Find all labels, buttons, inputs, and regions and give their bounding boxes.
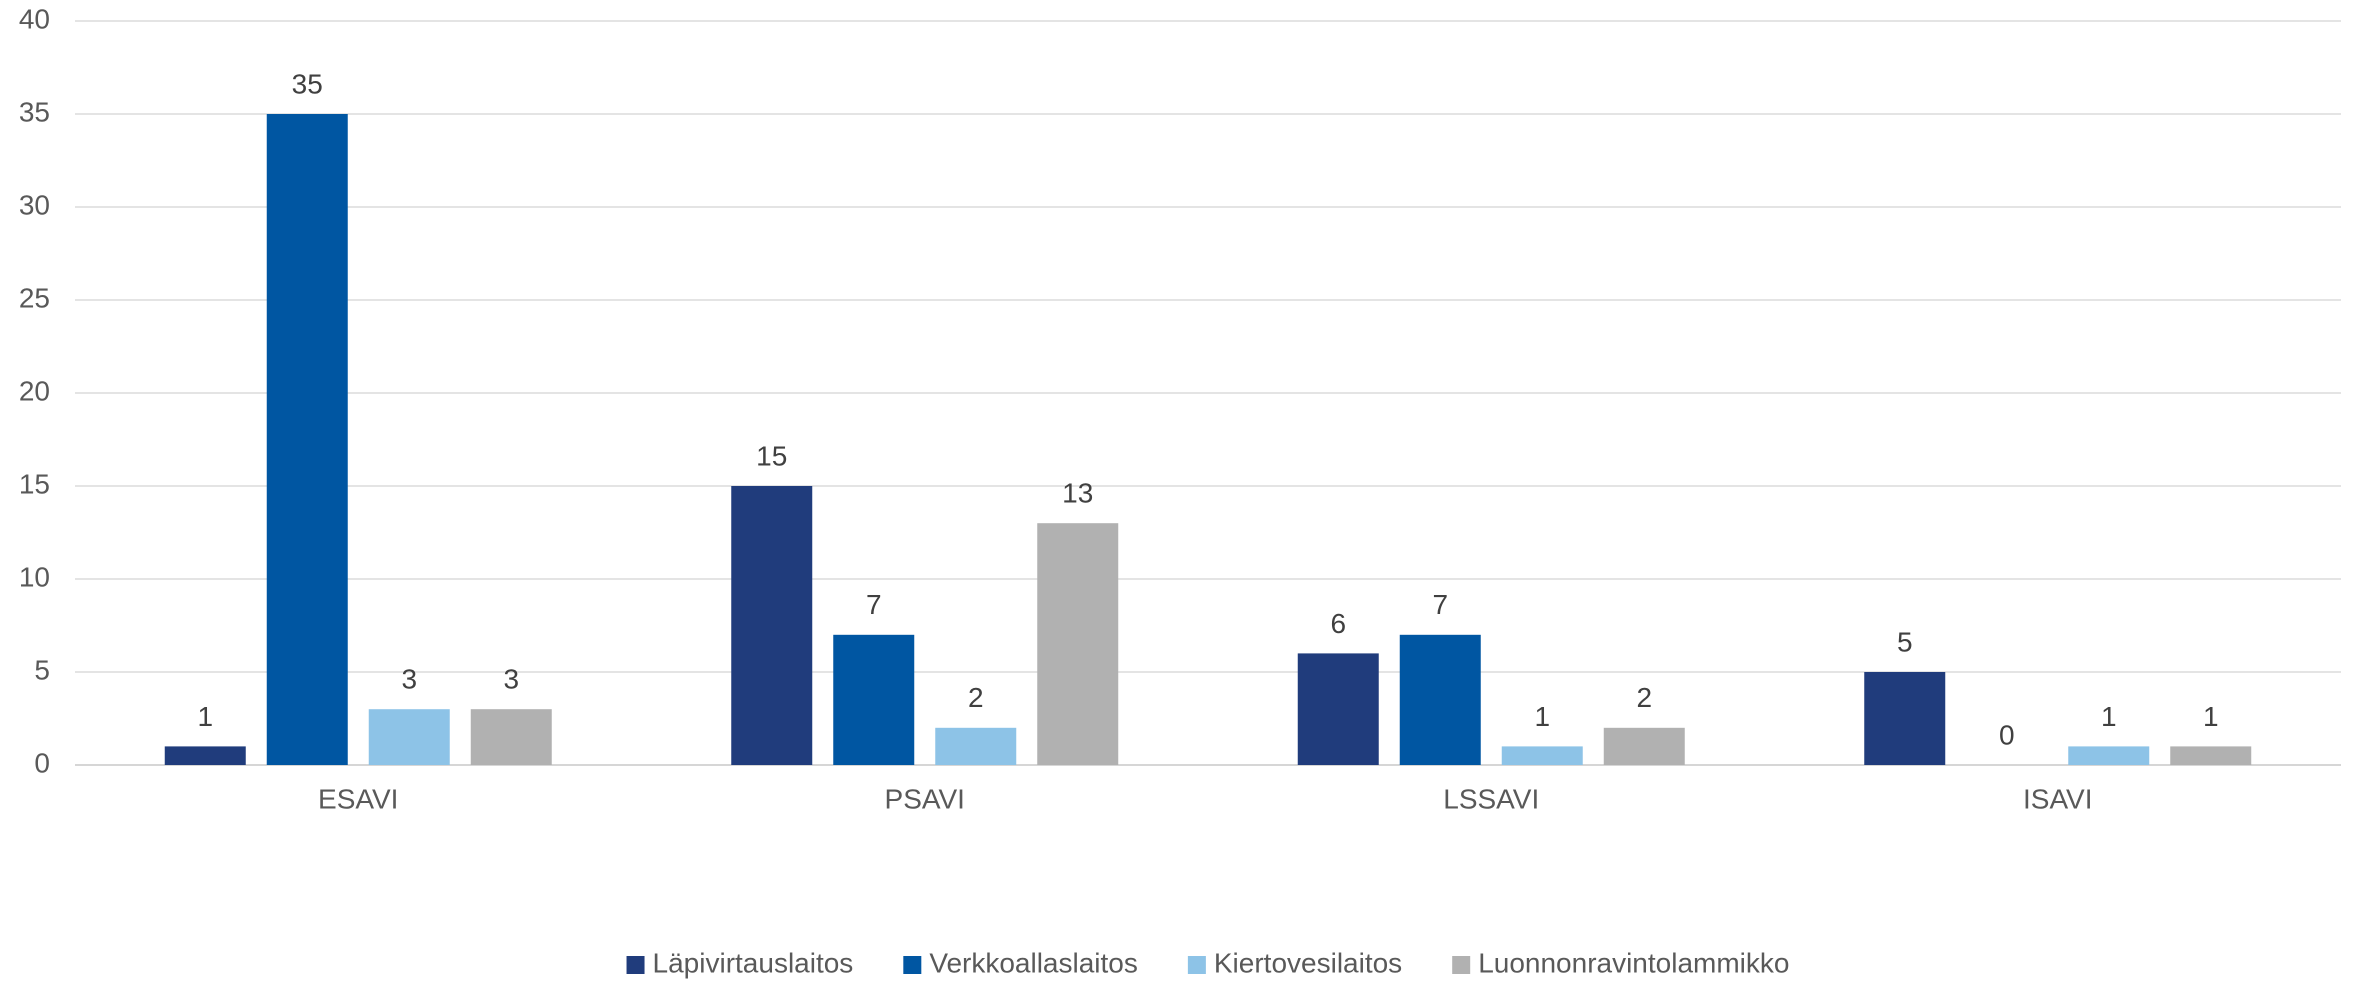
legend-swatch <box>626 956 645 974</box>
y-tick-label: 5 <box>34 654 50 685</box>
legend-swatch <box>1187 956 1206 974</box>
data-label: 7 <box>866 589 882 620</box>
legend-label: Läpivirtauslaitos <box>653 947 854 978</box>
data-label: 0 <box>1999 719 2015 750</box>
bar <box>1501 746 1583 765</box>
y-tick-label: 30 <box>19 189 50 220</box>
bar <box>935 727 1017 765</box>
bar <box>368 709 450 765</box>
x-tick-label: LSSAVI <box>1443 783 1539 814</box>
legend-swatch <box>903 956 922 974</box>
bar <box>2068 746 2150 765</box>
data-label: 13 <box>1062 478 1093 509</box>
data-label: 5 <box>1897 626 1913 657</box>
legend-label: Kiertovesilaitos <box>1214 947 1402 978</box>
x-tick-label: ESAVI <box>318 783 398 814</box>
y-tick-label: 25 <box>19 282 50 313</box>
bar <box>2170 746 2252 765</box>
legend-swatch <box>1452 956 1471 974</box>
data-label: 3 <box>401 664 417 695</box>
bar <box>833 634 915 765</box>
y-tick-label: 20 <box>19 375 50 406</box>
bar <box>731 486 813 765</box>
legend-label: Luonnonravintolammikko <box>1478 947 1789 978</box>
bar <box>1603 727 1685 765</box>
bar <box>164 746 246 765</box>
data-label: 1 <box>197 701 213 732</box>
x-tick-label: ISAVI <box>2023 783 2093 814</box>
data-label: 35 <box>292 68 323 99</box>
y-tick-label: 40 <box>19 3 50 34</box>
data-label: 6 <box>1330 608 1346 639</box>
data-label: 2 <box>1636 682 1652 713</box>
data-label: 1 <box>2203 701 2219 732</box>
y-tick-label: 15 <box>19 468 50 499</box>
bar <box>1864 672 1946 765</box>
data-label: 1 <box>2101 701 2117 732</box>
data-label: 2 <box>968 682 984 713</box>
bar <box>266 114 348 765</box>
legend-label: Verkkoallaslaitos <box>929 947 1138 978</box>
y-tick-label: 35 <box>19 96 50 127</box>
y-tick-label: 10 <box>19 561 50 592</box>
data-label: 7 <box>1432 589 1448 620</box>
x-tick-label: PSAVI <box>885 783 965 814</box>
bar <box>1399 634 1481 765</box>
bar <box>1037 523 1119 765</box>
bar <box>470 709 552 765</box>
data-label: 1 <box>1534 701 1550 732</box>
y-tick-label: 0 <box>34 747 50 778</box>
data-label: 15 <box>756 440 787 471</box>
bar <box>1297 653 1379 765</box>
data-label: 3 <box>503 664 519 695</box>
